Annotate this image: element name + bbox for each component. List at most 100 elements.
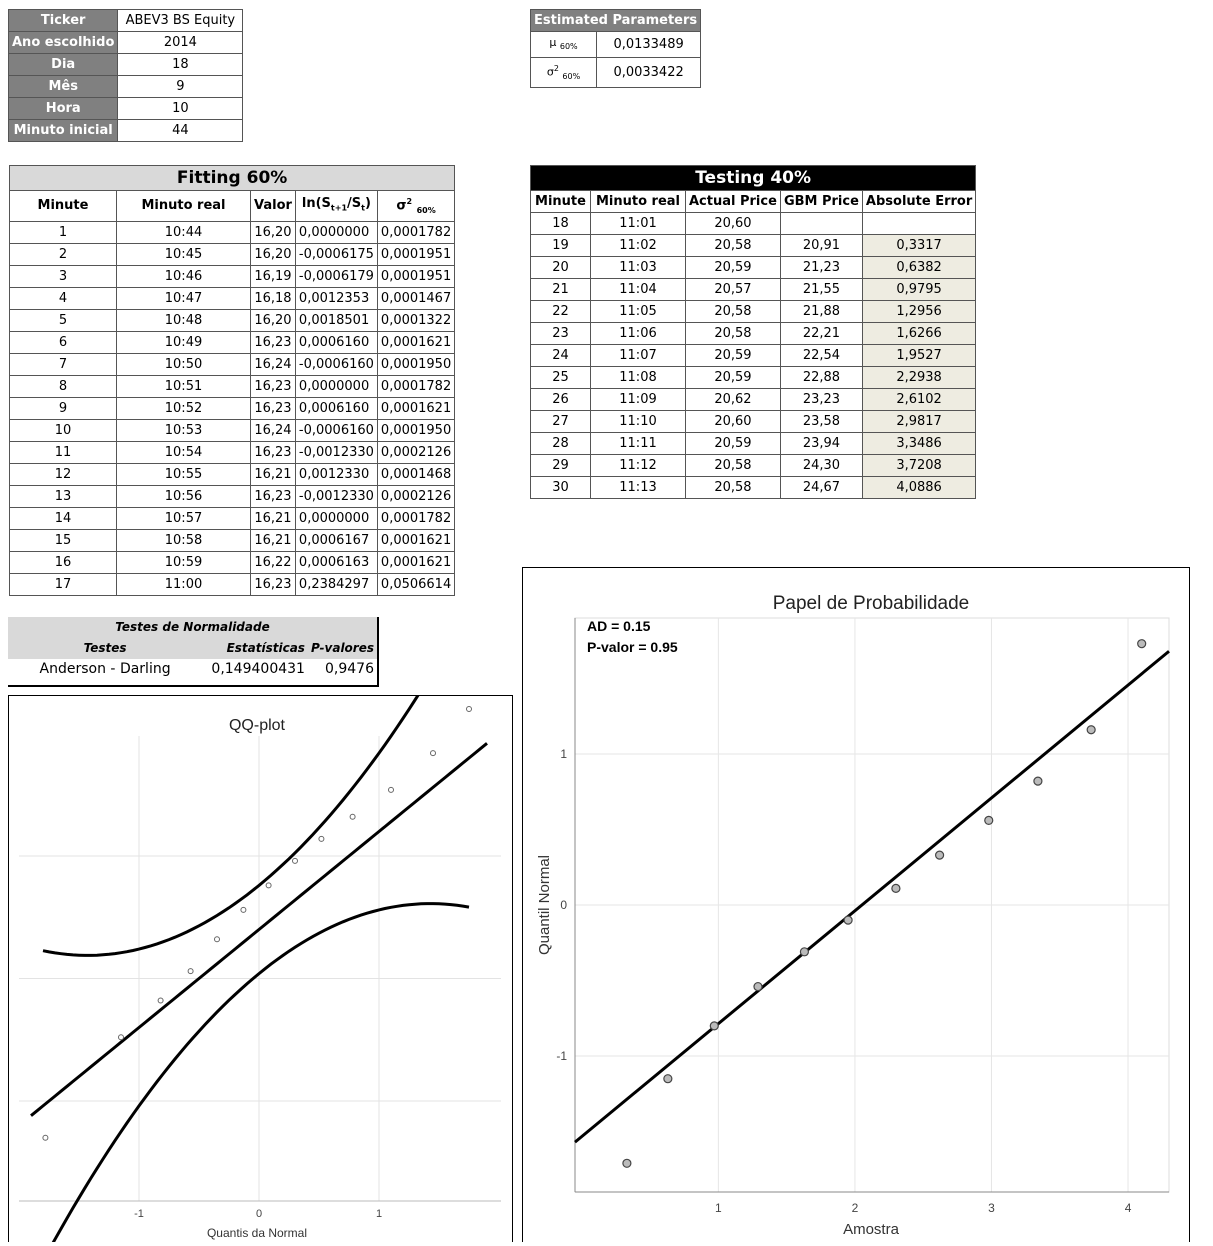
table-row: 16 10:59 16,22 0,0006163 0,0001621 xyxy=(9,550,456,574)
table-row: 30 11:13 20,58 24,67 4,0886 xyxy=(530,476,977,499)
qq-point xyxy=(187,968,194,975)
table-cell: 3 xyxy=(9,264,117,288)
table-cell: 0,0001782 xyxy=(376,506,456,530)
pp-title: Papel de Probabilidade xyxy=(773,593,970,614)
info-label: Dia xyxy=(7,53,119,76)
table-row: 24 11:07 20,59 22,54 1,9527 xyxy=(530,344,977,367)
table-cell: 20,60 xyxy=(685,410,781,433)
table-row: 12 10:55 16,21 0,0012330 0,0001468 xyxy=(9,462,456,486)
table-cell: 4,0886 xyxy=(861,476,977,499)
table-cell: 0,0002126 xyxy=(376,484,456,508)
table-cell: 3,7208 xyxy=(861,454,977,477)
info-label: Minuto inicial xyxy=(7,119,119,142)
table-cell: 1,9527 xyxy=(861,344,977,367)
table-cell: 11:05 xyxy=(590,300,686,323)
table-cell: 10:53 xyxy=(116,418,251,442)
table-cell: 0,0006167 xyxy=(294,528,378,552)
info-value: 44 xyxy=(117,119,244,142)
table-cell: 10 xyxy=(9,418,117,442)
pp-point xyxy=(622,1158,632,1168)
pp-point xyxy=(1086,725,1096,735)
table-cell: 0,0006160 xyxy=(294,330,378,354)
table-cell: 3,3486 xyxy=(861,432,977,455)
test-header-gbm: GBM Price xyxy=(779,190,863,213)
table-cell: 0,0000000 xyxy=(294,374,378,398)
sigma-label: σ2 60% xyxy=(529,57,598,89)
table-cell: 0,0001468 xyxy=(376,462,456,486)
pp-xlabel: Amostra xyxy=(843,1221,900,1238)
table-cell: 0,0001621 xyxy=(376,330,456,354)
table-cell: 22,88 xyxy=(779,366,863,389)
table-cell: 0,0001621 xyxy=(376,528,456,552)
qq-point xyxy=(292,857,298,864)
table-row: 14 10:57 16,21 0,0000000 0,0001782 xyxy=(9,506,456,530)
table-cell: 10:45 xyxy=(116,242,251,266)
qq-lower-band xyxy=(49,902,470,1246)
table-row: 3 10:46 16,19 -0,0006179 0,0001951 xyxy=(9,264,456,288)
table-cell: 24 xyxy=(530,344,591,367)
table-cell: 4 xyxy=(9,286,117,310)
qq-upper-band xyxy=(42,608,471,957)
estimated-parameters-table: Estimated Parameters μ 60% 0,0133489 σ2 … xyxy=(529,9,702,89)
normality-col-pvals: P-valores xyxy=(307,638,377,659)
table-cell: 0,0012330 xyxy=(294,462,378,486)
table-cell: 11 xyxy=(9,440,117,464)
table-row: 23 11:06 20,58 22,21 1,6266 xyxy=(530,322,977,345)
table-row: 15 10:58 16,21 0,0006167 0,0001621 xyxy=(9,528,456,552)
qq-point xyxy=(430,750,436,757)
table-cell: 0,0000000 xyxy=(294,506,378,530)
qq-xlabel: Quantis da Normal xyxy=(207,1226,307,1240)
table-row: 29 11:12 20,58 24,30 3,7208 xyxy=(530,454,977,477)
table-cell: 23,58 xyxy=(779,410,863,433)
info-label: Mês xyxy=(7,75,119,98)
table-cell: 20,58 xyxy=(685,234,781,257)
table-cell: 25 xyxy=(530,366,591,389)
normality-col-stats: Estatísticas xyxy=(202,638,308,659)
table-cell: 18 xyxy=(530,212,591,235)
pp-x-tick-label: 1 xyxy=(715,1201,722,1215)
table-cell: 0,0001322 xyxy=(376,308,456,332)
qq-point xyxy=(388,786,394,793)
table-cell: 20,58 xyxy=(685,476,781,499)
table-cell: 16,20 xyxy=(250,242,296,266)
table-cell: 10:59 xyxy=(116,550,251,574)
table-row: 21 11:04 20,57 21,55 0,9795 xyxy=(530,278,977,301)
qq-title: QQ-plot xyxy=(229,717,286,734)
table-cell: 20,59 xyxy=(685,432,781,455)
table-cell: 11:00 xyxy=(116,572,251,596)
probability-plot-chart: Papel de Probabilidade 1 2 3 4 -1 0 1 Amostra Qua… xyxy=(536,593,1170,1238)
probability-plot-panel: Papel de Probabilidade 1 2 3 4 -1 0 1 Amostra Qua… xyxy=(522,567,1190,1242)
table-cell: 8 xyxy=(9,374,117,398)
table-cell: 5 xyxy=(9,308,117,332)
normality-col-tests: Testes xyxy=(8,638,203,659)
pp-point xyxy=(663,1074,673,1084)
pp-point xyxy=(1137,639,1147,649)
info-value: ABEV3 BS Equity xyxy=(117,9,244,32)
info-row: Dia 18 xyxy=(7,53,244,76)
table-cell: 16,18 xyxy=(250,286,296,310)
table-cell: 11:08 xyxy=(590,366,686,389)
table-cell: 2,2938 xyxy=(861,366,977,389)
fitting-table: Fitting 60% Minute Minuto real Valor ln(… xyxy=(8,165,456,596)
table-cell: 16,22 xyxy=(250,550,296,574)
info-label: Ticker xyxy=(7,9,119,32)
table-cell: 9 xyxy=(9,396,117,420)
table-row: 26 11:09 20,62 23,23 2,6102 xyxy=(530,388,977,411)
pp-y-tick-label: -1 xyxy=(556,1049,567,1063)
normality-title: Testes de Normalidade xyxy=(8,617,377,638)
table-cell: 11:12 xyxy=(590,454,686,477)
table-cell: 1,2956 xyxy=(861,300,977,323)
table-cell: 10:58 xyxy=(116,528,251,552)
table-cell: 16,20 xyxy=(250,308,296,332)
table-cell: 0,0001782 xyxy=(376,220,456,244)
normality-test-name: Anderson - Darling xyxy=(39,661,171,677)
table-cell: 21 xyxy=(530,278,591,301)
pp-point xyxy=(709,1021,719,1031)
table-cell: 24,67 xyxy=(779,476,863,499)
qq-plot-chart: QQ-plot -1 0 1 Quantis da Normal xyxy=(19,608,501,1246)
table-cell: 0,0001951 xyxy=(376,264,456,288)
table-cell: 0,0001951 xyxy=(376,242,456,266)
table-cell: 0,0006160 xyxy=(294,396,378,420)
table-row: 19 11:02 20,58 20,91 0,3317 xyxy=(530,234,977,257)
table-row: 6 10:49 16,23 0,0006160 0,0001621 xyxy=(9,330,456,354)
